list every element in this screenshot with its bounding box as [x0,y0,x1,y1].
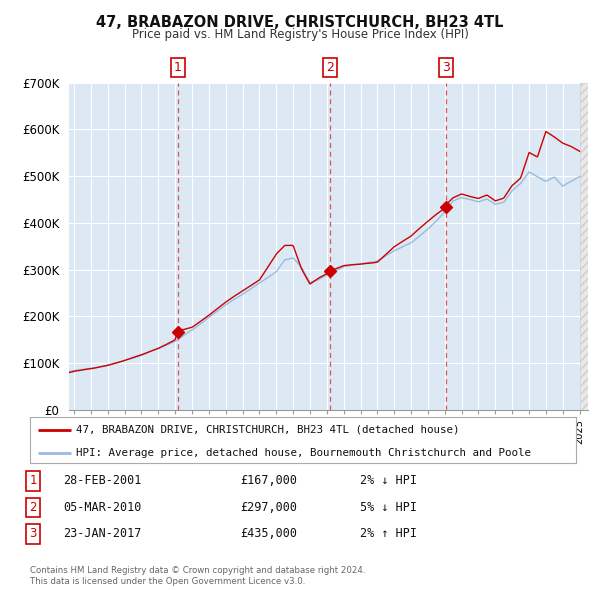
Text: 2% ↓ HPI: 2% ↓ HPI [360,474,417,487]
Text: Price paid vs. HM Land Registry's House Price Index (HPI): Price paid vs. HM Land Registry's House … [131,28,469,41]
Text: 47, BRABAZON DRIVE, CHRISTCHURCH, BH23 4TL (detached house): 47, BRABAZON DRIVE, CHRISTCHURCH, BH23 4… [76,425,460,435]
Text: 2: 2 [326,61,334,74]
Text: £435,000: £435,000 [240,527,297,540]
Text: 47, BRABAZON DRIVE, CHRISTCHURCH, BH23 4TL: 47, BRABAZON DRIVE, CHRISTCHURCH, BH23 4… [96,15,504,30]
Text: £297,000: £297,000 [240,501,297,514]
Text: 5% ↓ HPI: 5% ↓ HPI [360,501,417,514]
Text: 2: 2 [29,501,37,514]
Text: 3: 3 [29,527,37,540]
Text: 1: 1 [174,61,182,74]
Text: This data is licensed under the Open Government Licence v3.0.: This data is licensed under the Open Gov… [30,576,305,586]
Text: Contains HM Land Registry data © Crown copyright and database right 2024.: Contains HM Land Registry data © Crown c… [30,566,365,575]
Text: £167,000: £167,000 [240,474,297,487]
Text: 28-FEB-2001: 28-FEB-2001 [63,474,142,487]
Text: 2% ↑ HPI: 2% ↑ HPI [360,527,417,540]
Text: 05-MAR-2010: 05-MAR-2010 [63,501,142,514]
Text: HPI: Average price, detached house, Bournemouth Christchurch and Poole: HPI: Average price, detached house, Bour… [76,448,532,458]
Text: 1: 1 [29,474,37,487]
Text: 3: 3 [442,61,450,74]
Text: 23-JAN-2017: 23-JAN-2017 [63,527,142,540]
